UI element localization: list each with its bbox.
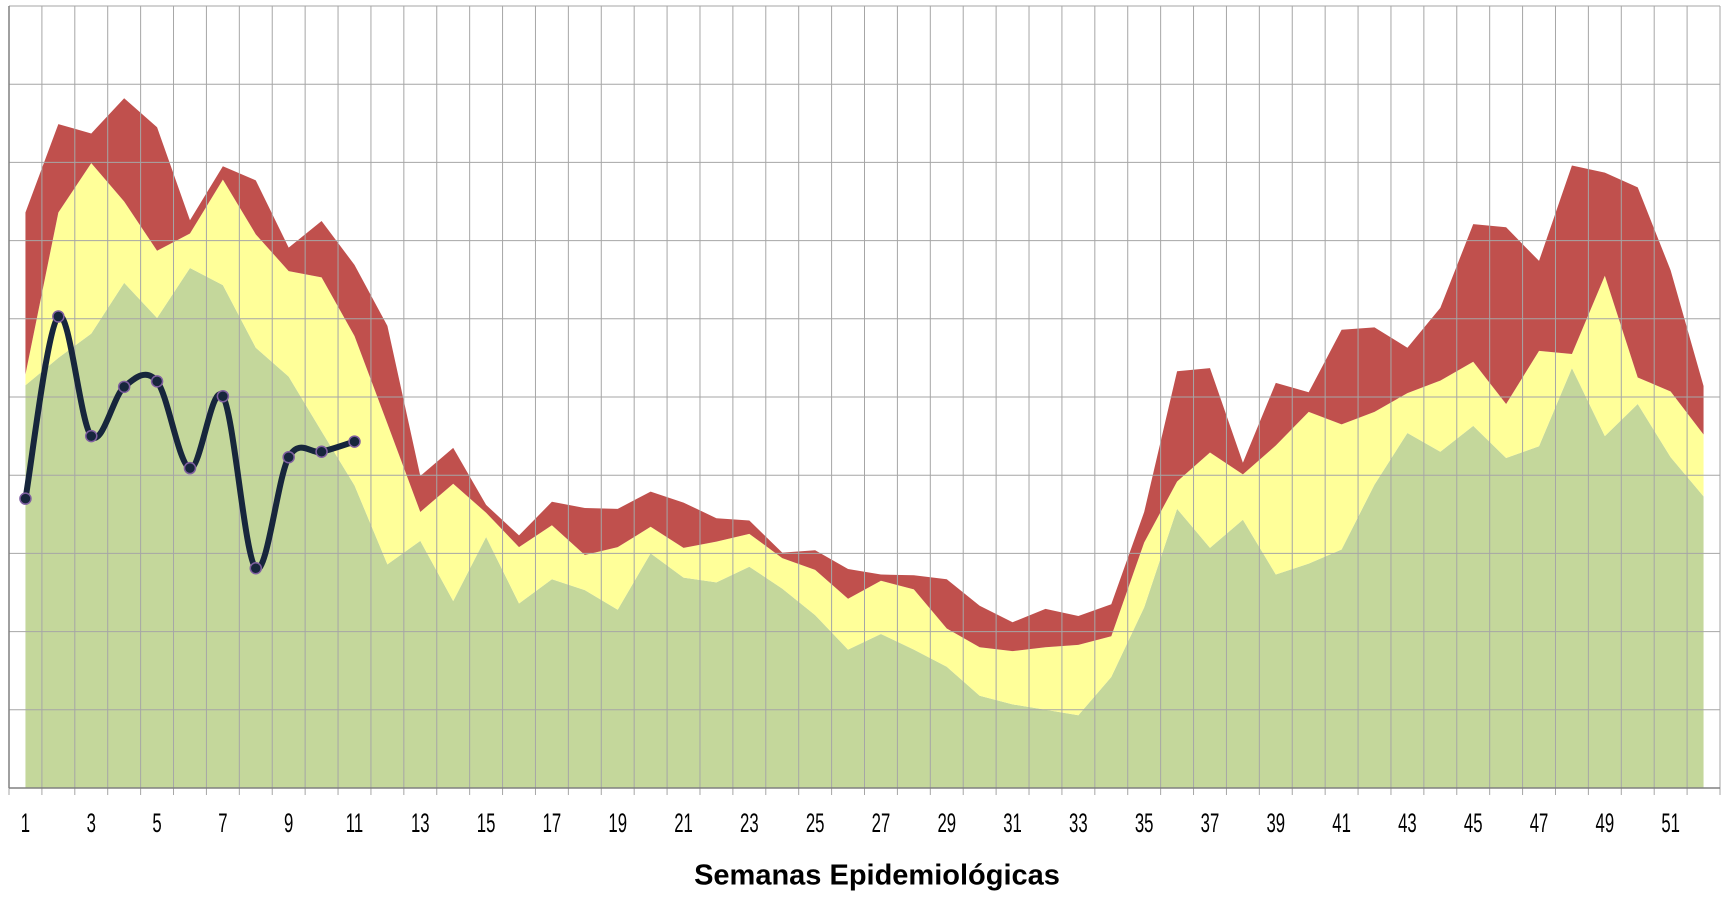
x-tick-label: 51 [1661, 808, 1680, 838]
x-tick-label: 15 [477, 808, 496, 838]
x-tick-label: 19 [608, 808, 627, 838]
x-tick-label: 3 [87, 808, 96, 838]
x-tick-label: 45 [1464, 808, 1483, 838]
x-tick-label: 11 [346, 808, 363, 838]
line-marker [315, 445, 328, 458]
x-tick-label: 31 [1003, 808, 1022, 838]
area-layer [25, 163, 1704, 716]
x-tick-label: 17 [543, 808, 562, 838]
line-marker [85, 429, 98, 443]
x-axis-title: Semanas Epidemiológicas [694, 860, 1060, 892]
x-tick-label: 7 [218, 808, 227, 838]
area-layer [25, 267, 1704, 789]
x-tick-label: 9 [284, 808, 293, 838]
x-tick-label: 5 [152, 808, 161, 838]
x-tick-label: 49 [1596, 808, 1615, 838]
line-marker [183, 461, 197, 475]
x-tick-label: 37 [1201, 808, 1220, 838]
line-marker [249, 562, 263, 575]
area-layer [25, 98, 1704, 652]
line-marker [19, 492, 32, 505]
line-marker [216, 389, 230, 403]
line-marker [282, 450, 295, 464]
x-tick-label: 25 [806, 808, 825, 838]
x-tick-label: 33 [1069, 808, 1088, 838]
x-tick-label: 35 [1135, 808, 1154, 838]
x-tick-label: 39 [1266, 808, 1285, 838]
x-tick-label: 21 [674, 808, 693, 838]
x-tick-label: 27 [872, 808, 891, 838]
line-marker [117, 380, 131, 394]
line-marker [348, 435, 361, 448]
x-tick-label: 13 [411, 808, 430, 838]
line-marker [52, 310, 65, 323]
x-tick-label: 29 [937, 808, 956, 838]
x-tick-label: 1 [21, 808, 30, 838]
x-tick-label: 23 [740, 808, 759, 838]
line-marker [150, 375, 164, 388]
x-tick-label: 47 [1530, 808, 1549, 838]
x-tick-label: 41 [1332, 808, 1351, 838]
x-tick-label: 43 [1398, 808, 1417, 838]
